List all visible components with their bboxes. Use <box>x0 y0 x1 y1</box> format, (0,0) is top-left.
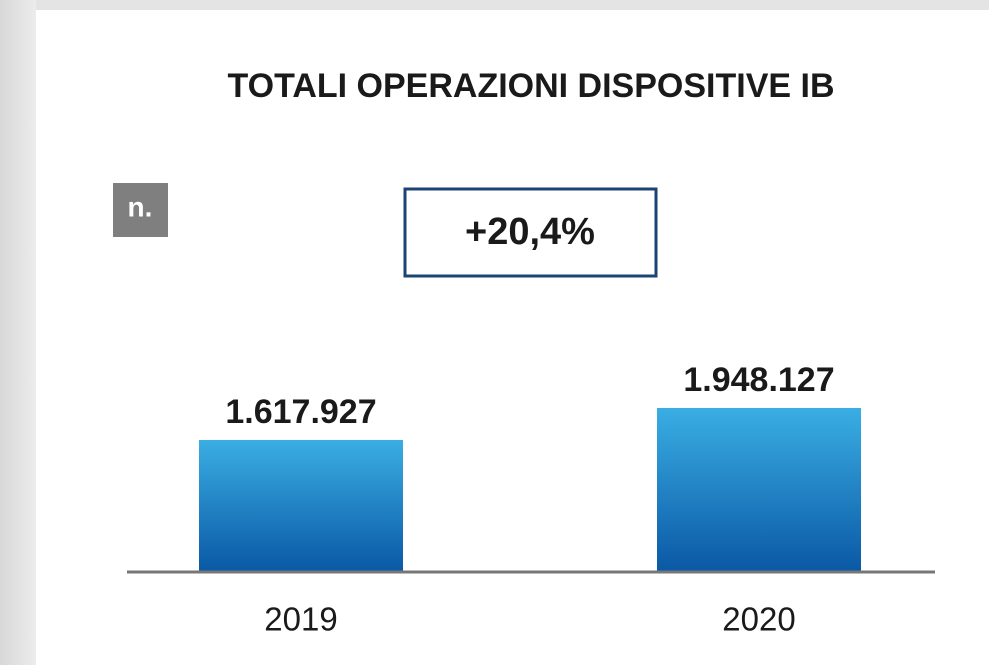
annotation: +20,4% <box>465 211 595 253</box>
annotation-box <box>403 187 658 278</box>
card-shadow <box>0 0 36 665</box>
unit-label: n. <box>128 191 153 222</box>
chart-title: TOTALI OPERAZIONI DISPOSITIVE IB <box>227 67 834 105</box>
value-label: 1.617.927 <box>225 393 376 431</box>
unit-box <box>113 183 168 237</box>
bar <box>657 407 861 572</box>
value-label: 1.948.127 <box>683 361 834 399</box>
x-tick-label: 2019 <box>264 601 337 638</box>
x-tick-label: 2020 <box>722 601 795 638</box>
bar <box>199 439 403 572</box>
